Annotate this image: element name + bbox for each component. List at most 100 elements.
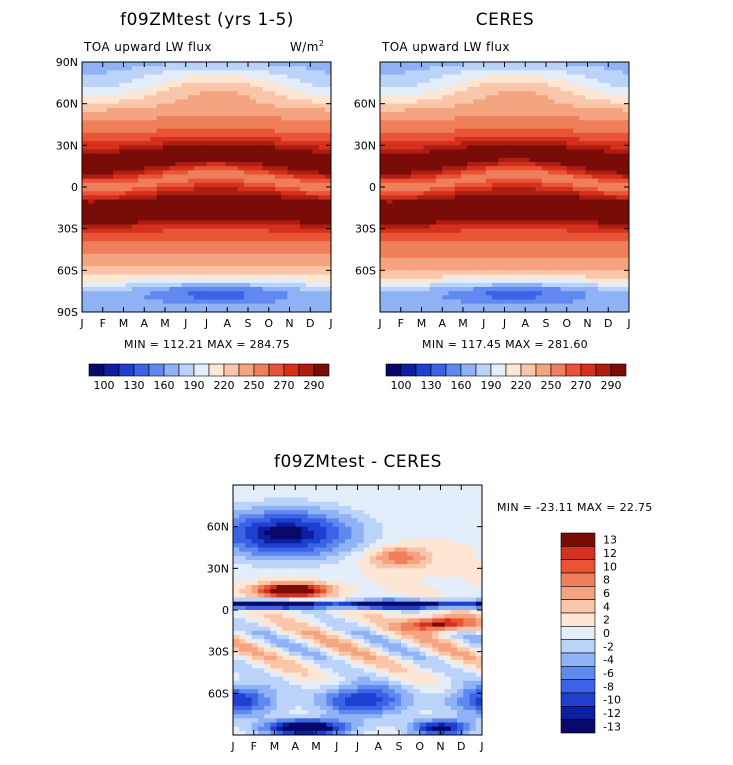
- contour-cell: [231, 232, 239, 238]
- contour-cell: [318, 74, 326, 80]
- colorbar-label: 290: [304, 379, 325, 392]
- contour-cell: [411, 199, 418, 205]
- contour-cell: [299, 107, 307, 113]
- contour-cell: [169, 120, 176, 126]
- contour-cell: [442, 287, 450, 292]
- contour-cell: [610, 137, 618, 142]
- contour-cell: [436, 207, 443, 213]
- contour-cell: [162, 157, 170, 163]
- contour-cell: [113, 153, 120, 159]
- contour-cell: [237, 274, 245, 280]
- contour-cell: [243, 216, 251, 221]
- contour-cell: [417, 199, 425, 205]
- contour-cell: [212, 157, 220, 163]
- contour-cell: [460, 170, 468, 176]
- contour-cell: [591, 228, 599, 234]
- contour-cell: [448, 87, 456, 92]
- contour-cell: [585, 249, 593, 255]
- contour-cell: [299, 299, 307, 305]
- contour-cell: [554, 99, 562, 105]
- contour-cell: [318, 182, 326, 188]
- contour-cell: [423, 174, 431, 180]
- contour-cell: [262, 137, 270, 142]
- contour-cell: [125, 287, 133, 292]
- contour-cell: [125, 103, 133, 109]
- contour-cell: [417, 195, 425, 201]
- contour-cell: [175, 237, 183, 242]
- contour-cell: [429, 232, 437, 238]
- contour-cell: [423, 128, 431, 134]
- contour-cell: [585, 74, 593, 80]
- contour-cell: [262, 220, 270, 226]
- contour-cell: [448, 112, 456, 117]
- contour-cell: [454, 282, 462, 288]
- contour-cell: [82, 178, 89, 184]
- contour-cell: [398, 228, 406, 234]
- contour-cell: [287, 157, 295, 163]
- contour-cell: [492, 278, 499, 284]
- contour-cell: [554, 262, 562, 267]
- contour-cell: [82, 187, 89, 192]
- contour-cell: [231, 299, 239, 305]
- contour-cell: [504, 199, 512, 205]
- contour-cell: [504, 212, 512, 217]
- contour-cell: [299, 241, 307, 246]
- contour-cell: [299, 99, 307, 105]
- contour-cell: [225, 282, 232, 288]
- contour-cell: [566, 270, 574, 276]
- contour-cell: [479, 70, 487, 76]
- contour-cell: [106, 270, 114, 276]
- contour-cell: [88, 95, 96, 101]
- contour-cell: [100, 278, 108, 284]
- contour-cell: [566, 141, 574, 146]
- contour-cell: [516, 62, 524, 67]
- contour-cell: [312, 99, 320, 105]
- contour-cell: [231, 74, 239, 80]
- contour-cell: [454, 70, 462, 76]
- contour-cell: [560, 274, 568, 280]
- contour-cell: [262, 157, 270, 163]
- contour-cell: [436, 170, 443, 176]
- contour-cell: [106, 307, 114, 312]
- contour-cell: [119, 187, 127, 192]
- contour-cell: [299, 191, 307, 196]
- contour-cell: [312, 187, 320, 192]
- contour-cell: [138, 95, 145, 101]
- contour-cell: [554, 228, 562, 234]
- contour-cell: [454, 124, 462, 130]
- contour-cell: [131, 62, 139, 67]
- contour-cell: [429, 153, 437, 159]
- contour-cell: [150, 249, 158, 255]
- contour-cell: [100, 153, 108, 159]
- contour-cell: [548, 170, 555, 176]
- contour-cell: [150, 253, 158, 259]
- contour-cell: [274, 278, 282, 284]
- contour-cell: [585, 174, 593, 180]
- contour-cell: [473, 62, 481, 67]
- contour-cell: [88, 182, 96, 188]
- contour-cell: [212, 299, 220, 305]
- contour-cell: [610, 232, 618, 238]
- contour-cell: [324, 299, 331, 305]
- contour-cell: [250, 153, 257, 159]
- contour-cell: [256, 120, 264, 126]
- contour-cell: [251, 485, 259, 490]
- contour-cell: [206, 274, 214, 280]
- contour-cell: [380, 278, 387, 284]
- contour-cell: [554, 103, 562, 109]
- contour-cell: [299, 203, 307, 209]
- contour-cell: [510, 91, 518, 96]
- contour-cell: [398, 282, 406, 288]
- contour-cell: [566, 195, 574, 201]
- contour-cell: [535, 62, 543, 67]
- contour-cell: [572, 270, 580, 276]
- contour-cell: [541, 224, 549, 230]
- contour-cell: [281, 95, 289, 101]
- contour-cell: [529, 303, 537, 309]
- contour-cell: [591, 145, 599, 151]
- contour-cell: [237, 224, 245, 230]
- contour-cell: [125, 132, 133, 138]
- contour-cell: [473, 245, 481, 251]
- contour-cell: [262, 228, 270, 234]
- contour-cell: [436, 228, 443, 234]
